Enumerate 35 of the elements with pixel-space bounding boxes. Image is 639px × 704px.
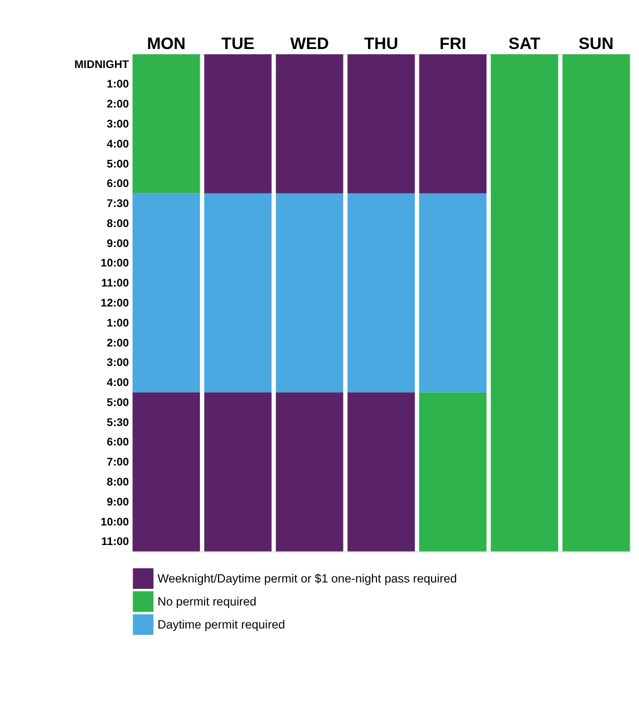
- text: 7:00: [106, 456, 129, 469]
- text: 4:00: [106, 138, 129, 150]
- text: 10:00: [100, 516, 129, 528]
- legend-label: No permit required: [157, 594, 256, 608]
- text: 12:00: [100, 297, 129, 310]
- text: 1:00: [106, 317, 129, 330]
- text: 11:00: [101, 278, 129, 290]
- text: 5:00: [106, 158, 129, 170]
- text: 1:00: [106, 78, 129, 91]
- legend-label: Daytime permit required: [157, 617, 285, 632]
- text: 11:00: [101, 536, 129, 548]
- legend-label: Weeknight/Daytime permit or $1 one-night pass required: [157, 571, 457, 586]
- text: 5:30: [106, 416, 129, 429]
- x-tick-label: FRI: [439, 34, 466, 54]
- text: 7:30: [106, 198, 129, 210]
- x-tick-label: TUE: [221, 34, 254, 54]
- text: 10:00: [100, 258, 129, 270]
- text: MIDNIGHT: [74, 58, 130, 71]
- text: 5:00: [106, 396, 129, 409]
- x-tick-label: SUN: [578, 34, 614, 54]
- text: 8:00: [106, 218, 129, 230]
- text: 3:00: [106, 118, 129, 131]
- x-tick-label: MON: [146, 34, 186, 54]
- x-tick-label: WED: [290, 34, 329, 54]
- text: 4:00: [106, 377, 129, 390]
- text: 3:00: [106, 357, 129, 370]
- x-tick-label: SAT: [508, 34, 540, 54]
- text: 8:00: [106, 476, 129, 488]
- text: 9:00: [106, 496, 129, 508]
- x-tick-label: THU: [364, 34, 398, 54]
- text: 2:00: [106, 98, 129, 111]
- text: 6:00: [106, 178, 129, 190]
- text: 6:00: [106, 436, 129, 449]
- text: 2:00: [106, 337, 129, 350]
- text: 9:00: [106, 238, 129, 250]
